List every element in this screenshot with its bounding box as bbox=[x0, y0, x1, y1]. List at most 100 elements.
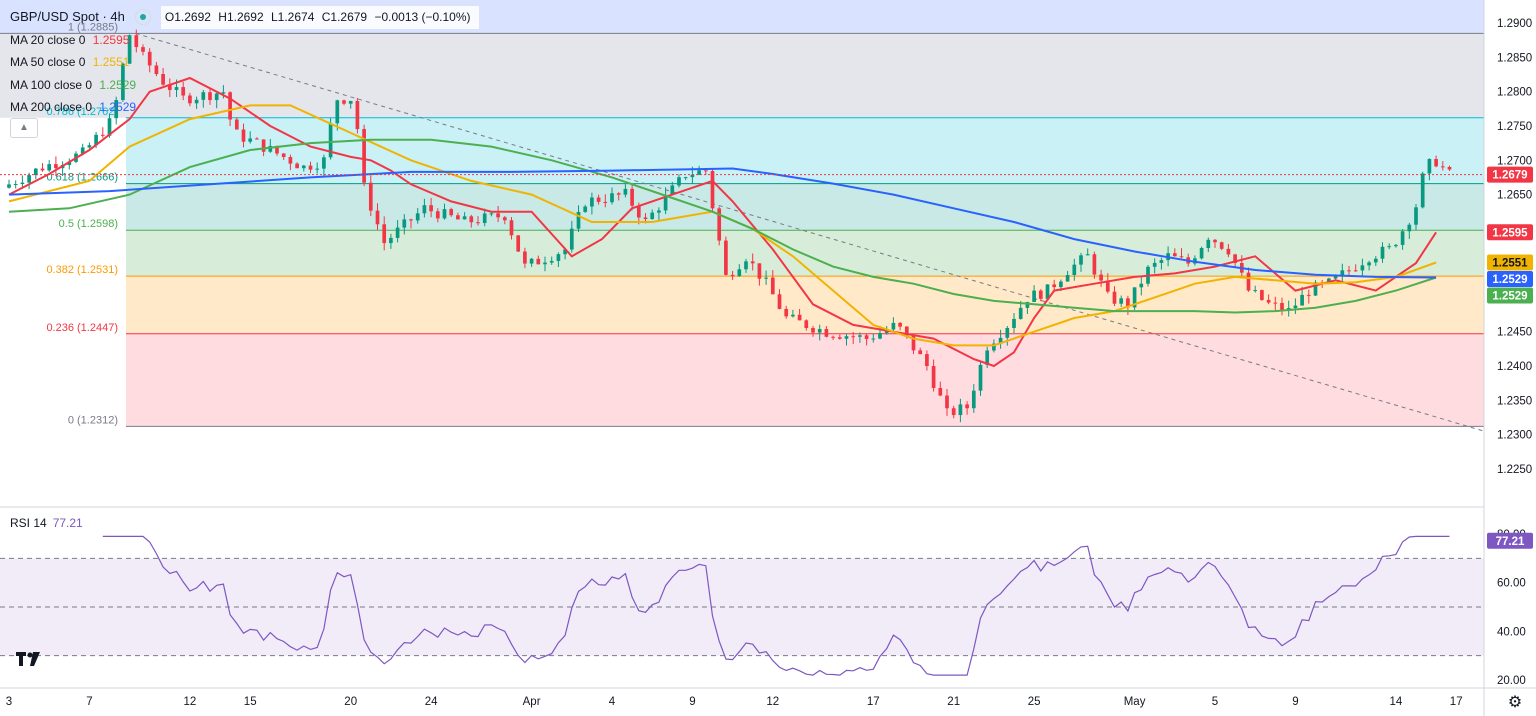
change-value: −0.0013 (−0.10%) bbox=[374, 10, 471, 24]
candle-body bbox=[1032, 290, 1036, 302]
time-tick: Apr bbox=[523, 696, 541, 708]
candle-body bbox=[121, 63, 125, 101]
candle-body bbox=[1152, 262, 1157, 267]
candle bbox=[1213, 238, 1217, 248]
high-value: H1.2692 bbox=[218, 10, 264, 24]
candle-body bbox=[194, 99, 199, 104]
tradingview-logo-icon[interactable] bbox=[16, 650, 42, 670]
candle bbox=[1420, 171, 1425, 209]
candle bbox=[777, 289, 782, 310]
candle-body bbox=[904, 326, 909, 336]
candle-body bbox=[750, 261, 755, 264]
candle bbox=[67, 158, 72, 170]
candle-body bbox=[1206, 239, 1211, 249]
candle-body bbox=[188, 95, 192, 104]
candle-body bbox=[114, 100, 119, 119]
candle-body bbox=[496, 213, 500, 218]
candle bbox=[851, 331, 856, 345]
candle-body bbox=[469, 216, 474, 223]
candle bbox=[529, 257, 534, 267]
candle bbox=[757, 263, 762, 286]
candle-body bbox=[1065, 275, 1070, 282]
candle-body bbox=[1052, 284, 1057, 288]
candle bbox=[1440, 161, 1445, 171]
close-value: C1.2679 bbox=[321, 10, 368, 24]
candle bbox=[978, 362, 983, 396]
ma200-legend[interactable]: MA 200 close 0 1.2529 bbox=[10, 96, 479, 119]
ma50-legend[interactable]: MA 50 close 0 1.2551 bbox=[10, 51, 479, 74]
collapse-legend-button[interactable]: ▲ bbox=[10, 118, 38, 138]
candle bbox=[616, 192, 621, 201]
candle-body bbox=[1219, 242, 1224, 249]
candle-body bbox=[1427, 159, 1432, 174]
candle-body bbox=[342, 100, 346, 104]
price-tick: 1.2750 bbox=[1497, 121, 1532, 133]
fib-labels: 1 (1.2885)0.786 (1.2762)0.618 (1.2666)0.… bbox=[46, 21, 118, 426]
candle-body bbox=[1327, 278, 1331, 283]
candle bbox=[811, 325, 815, 337]
price-badge-text: 1.2529 bbox=[1492, 290, 1527, 302]
time-tick: 24 bbox=[425, 696, 438, 708]
price-axis: 1.29001.28501.28001.27501.27001.26501.26… bbox=[1497, 18, 1532, 687]
low-value: L1.2674 bbox=[271, 10, 315, 24]
candle bbox=[804, 319, 809, 331]
fib-zone-1 bbox=[126, 117, 1484, 184]
candle bbox=[951, 405, 956, 419]
candle bbox=[1400, 229, 1405, 250]
candle-body bbox=[717, 208, 722, 241]
candle-body bbox=[248, 138, 253, 142]
candle bbox=[797, 308, 802, 321]
candle-body bbox=[328, 123, 333, 158]
candle-body bbox=[1387, 246, 1392, 248]
ma20-label: MA 20 close 0 bbox=[10, 32, 86, 47]
candle bbox=[824, 326, 829, 338]
candle-body bbox=[295, 163, 299, 169]
ma100-legend[interactable]: MA 100 close 0 1.2529 bbox=[10, 74, 479, 97]
candle-body bbox=[1306, 294, 1311, 296]
candle-body bbox=[1293, 305, 1298, 309]
rsi-legend[interactable]: RSI 14 77.21 bbox=[10, 516, 83, 530]
candle-body bbox=[127, 35, 132, 64]
candle bbox=[7, 179, 11, 189]
candle bbox=[677, 174, 681, 188]
time-axis: 3 7 12 15 20 24 Apr 4 9 12 17 21 25 May 5 9 14 17 bbox=[6, 696, 1463, 708]
candle bbox=[1434, 155, 1438, 168]
candle-body bbox=[770, 277, 775, 295]
candle-body bbox=[844, 336, 849, 339]
candle bbox=[1273, 296, 1278, 311]
ma50-value: 1.2551 bbox=[92, 55, 130, 69]
candle-body bbox=[415, 213, 420, 221]
candle-body bbox=[1373, 258, 1378, 263]
candle-body bbox=[697, 170, 701, 175]
time-tick: 12 bbox=[766, 696, 779, 708]
candle-body bbox=[1447, 166, 1452, 170]
candle-body bbox=[616, 193, 621, 195]
ma100-label: MA 100 close 0 bbox=[10, 77, 93, 92]
candle bbox=[1266, 294, 1271, 305]
symbol-title[interactable]: GBP/USD Spot · 4h bbox=[10, 9, 125, 24]
candle bbox=[382, 216, 387, 251]
candle bbox=[208, 89, 212, 105]
candle-body bbox=[442, 209, 447, 219]
candle-body bbox=[623, 188, 628, 195]
open-value: O1.2692 bbox=[164, 10, 211, 24]
settings-gear-icon[interactable]: ⚙ bbox=[1507, 694, 1523, 711]
candle-body bbox=[596, 197, 601, 202]
candle bbox=[1119, 295, 1124, 307]
candle-body bbox=[80, 147, 85, 154]
ohlc-values: O1.2692 H1.2692 L1.2674 C1.2679 −0.0013 … bbox=[160, 6, 479, 29]
candle bbox=[576, 205, 581, 233]
candle-body bbox=[549, 260, 554, 263]
candle-body bbox=[348, 100, 353, 104]
candle-body bbox=[94, 134, 98, 146]
candle-body bbox=[543, 262, 547, 265]
candle-body bbox=[978, 364, 983, 391]
candle bbox=[1159, 257, 1164, 270]
candle bbox=[194, 96, 199, 109]
ma20-legend[interactable]: MA 20 close 0 1.2595 bbox=[10, 29, 479, 52]
price-tick: 1.2850 bbox=[1497, 52, 1532, 64]
fib-zone-5 bbox=[126, 333, 1484, 427]
price-badge: 1.2679 bbox=[1487, 166, 1533, 183]
candle bbox=[1072, 258, 1077, 281]
